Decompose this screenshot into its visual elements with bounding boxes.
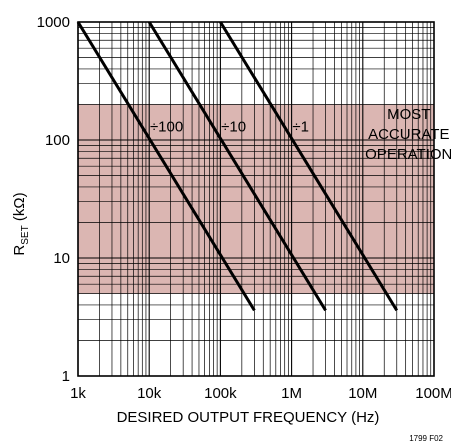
series-label: ÷1 <box>292 119 309 136</box>
y-axis-label: RSET (kΩ) <box>11 192 31 255</box>
series-label: ÷10 <box>221 119 246 136</box>
y-axis-label-subscript: SET <box>20 225 31 244</box>
band-label-line: MOST <box>387 106 430 123</box>
plot-frame <box>77 21 435 377</box>
series-group <box>76 21 399 312</box>
series-line <box>219 21 399 312</box>
y-axis-label-main: R <box>11 245 28 256</box>
x-tick-label: 10k <box>137 385 162 402</box>
band-label: MOST ACCURATE OPERATION <box>365 106 451 163</box>
x-tick-label: 1k <box>70 385 86 402</box>
series-line <box>76 21 256 312</box>
series-label: ÷100 <box>150 119 183 136</box>
x-tick-label: 100M <box>415 385 451 402</box>
x-tick-label: 100k <box>204 385 237 402</box>
y-tick-label: 100 <box>45 132 70 149</box>
y-tick-label: 1 <box>62 368 70 385</box>
band-label-line: OPERATION <box>365 146 451 163</box>
y-axis-label-unit: (kΩ) <box>11 192 28 225</box>
y-tick-labels: 1 10 100 1000 <box>37 14 70 385</box>
y-tick-label: 10 <box>53 250 70 267</box>
series-labels: ÷100 ÷10 ÷1 <box>150 119 309 136</box>
y-tick-label: 1000 <box>37 14 70 31</box>
x-tick-label: 10M <box>348 385 377 402</box>
grid <box>77 22 434 377</box>
x-tick-labels: 1k 10k 100k 1M 10M 100M <box>70 385 451 402</box>
band-label-line: ACCURATE <box>368 126 449 143</box>
x-axis-label: DESIRED OUTPUT FREQUENCY (Hz) <box>117 409 380 426</box>
figure-id: 1799 F02 <box>409 434 443 443</box>
x-tick-label: 1M <box>281 385 302 402</box>
series-line <box>147 21 327 312</box>
